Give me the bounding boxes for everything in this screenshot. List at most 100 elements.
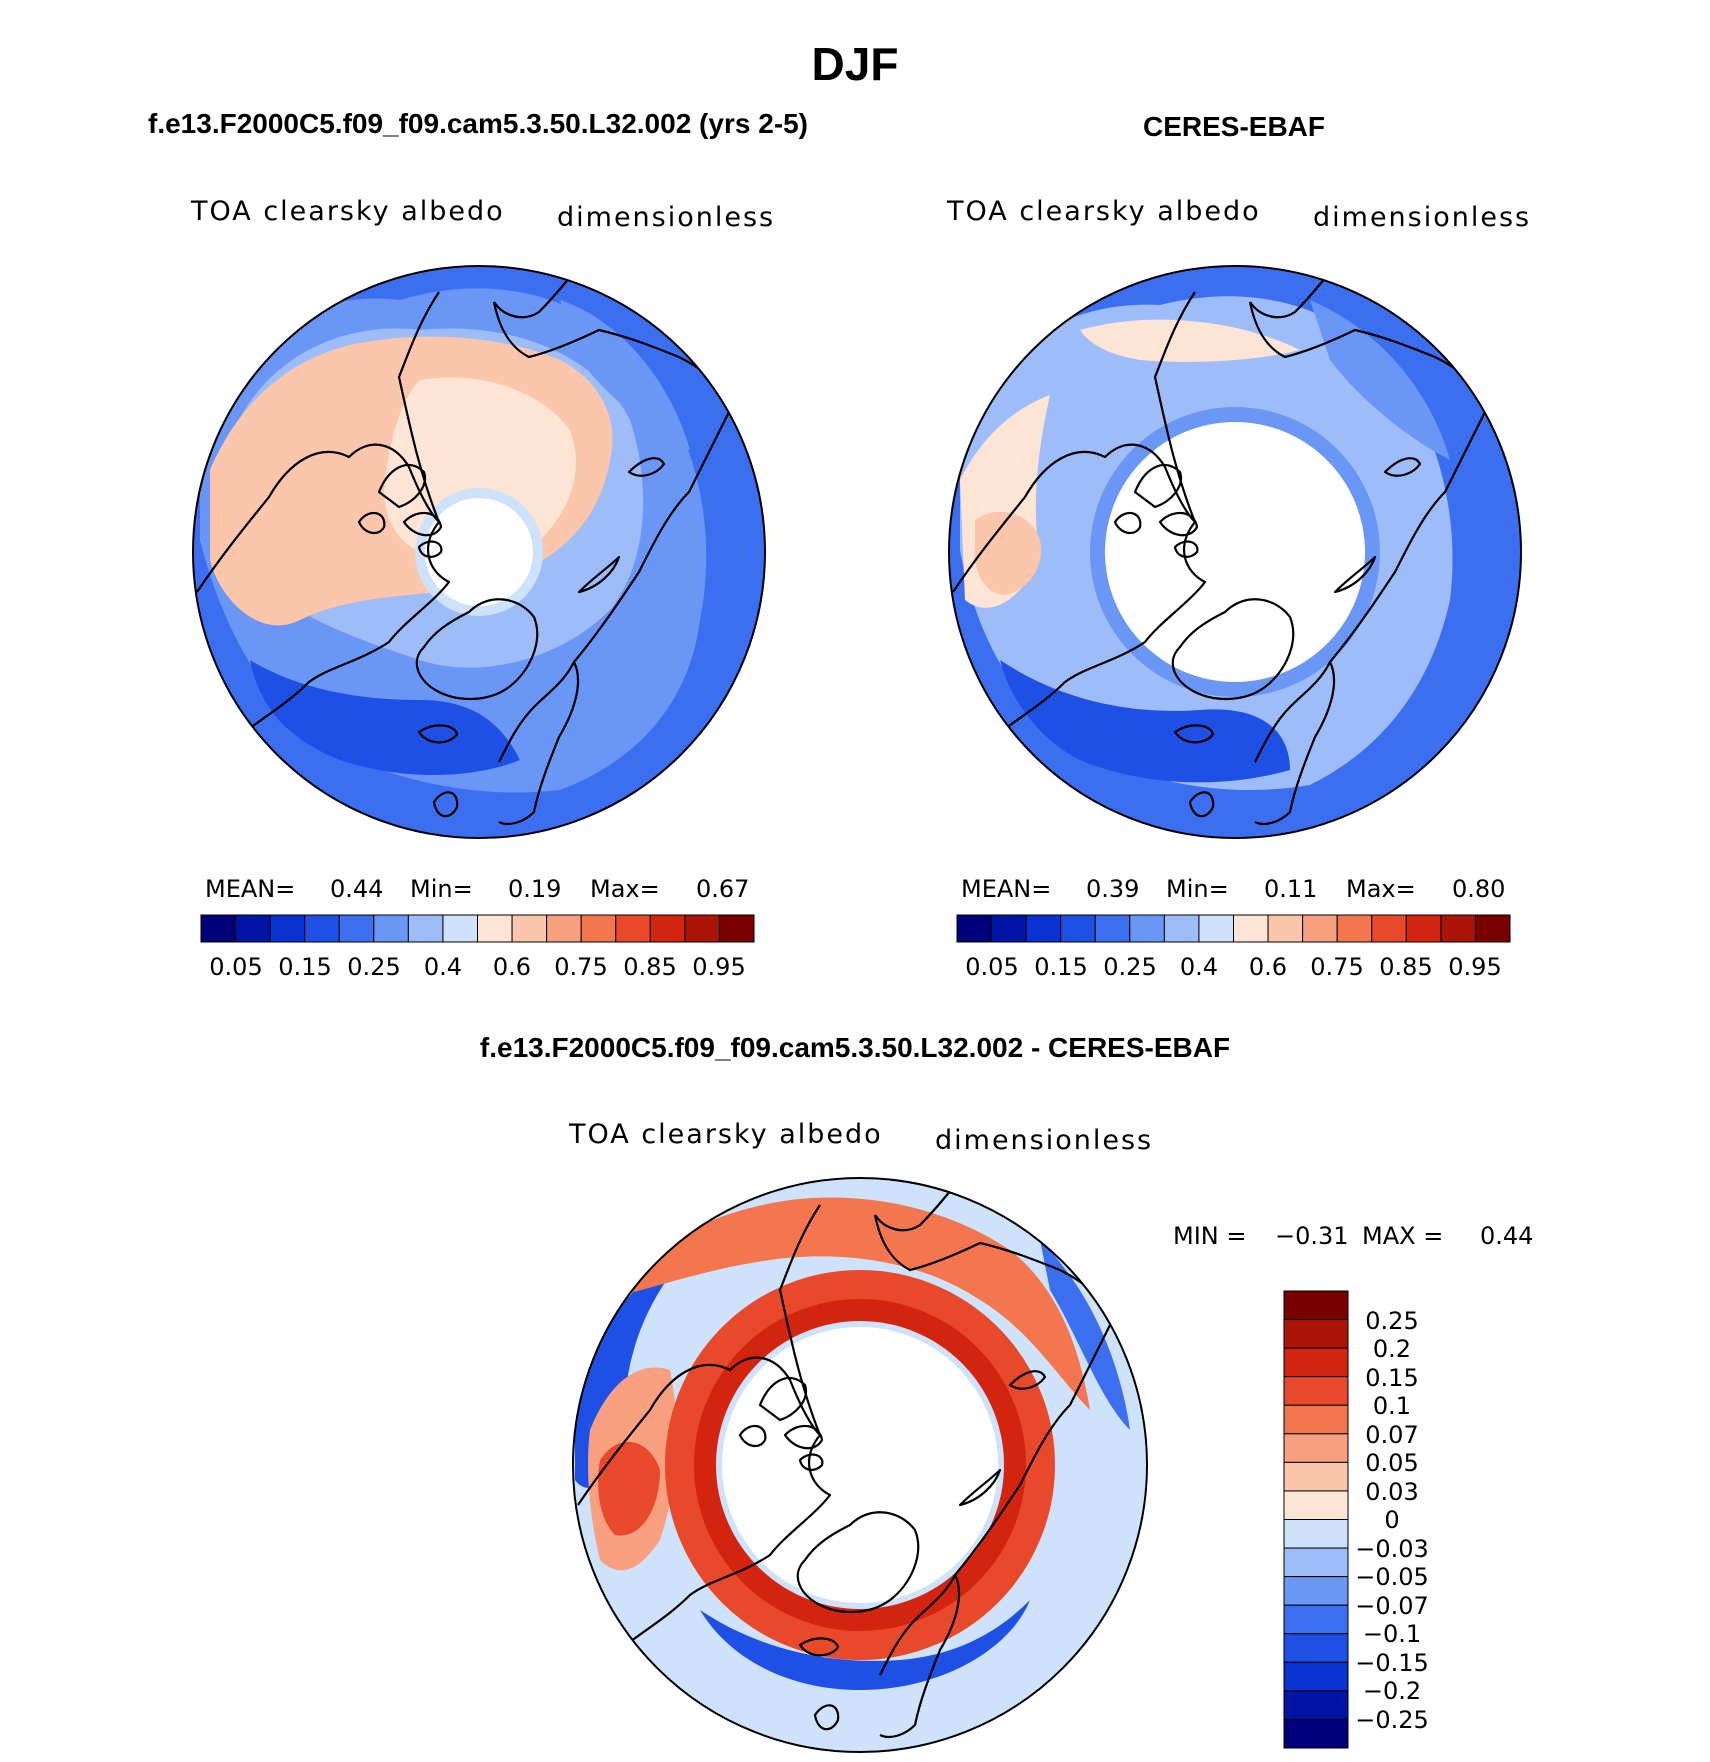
colorbar-swatch	[1283, 1490, 1349, 1520]
map-field-edge-ring-outer	[665, 1270, 1055, 1660]
colorbar-label: 0.05	[209, 953, 262, 981]
colorbar-label: −0.15	[1355, 1649, 1429, 1677]
colorbar-swatch	[1283, 1319, 1349, 1349]
colorbar-swatch	[304, 914, 340, 943]
panel-obs: CERES-EBAF TOA clearsky albedo dimension…	[946, 111, 1529, 981]
panel-model-units: dimensionless	[557, 202, 775, 233]
colorbar-swatch	[1283, 1661, 1349, 1692]
stat-min-label: MIN =	[1173, 1222, 1246, 1250]
map-border	[948, 265, 1522, 839]
map-field-pos-greenland	[598, 1441, 660, 1536]
colorbar-swatch	[1283, 1547, 1349, 1578]
stat-min-label: Min=	[410, 875, 473, 903]
panel-diff-map	[573, 1178, 1147, 1752]
colorbar-label: −0.1	[1363, 1620, 1421, 1648]
colorbar-swatch	[580, 914, 617, 943]
stat-min-value: 0.19	[508, 875, 561, 903]
colorbar-swatch	[1060, 914, 1096, 943]
colorbar-swatch	[1283, 1376, 1349, 1406]
colorbar-label: −0.25	[1355, 1706, 1429, 1734]
panel-diff: f.e13.F2000C5.f09_f09.cam5.3.50.L32.002 …	[480, 1032, 1533, 1753]
colorbar-label: 0.75	[554, 953, 607, 981]
colorbar-swatch	[1336, 914, 1373, 943]
colorbar-label: −0.2	[1363, 1677, 1421, 1705]
stat-max-value: 0.80	[1452, 875, 1505, 903]
colorbar-swatch	[1283, 1690, 1349, 1720]
colorbar-swatch	[1283, 1290, 1349, 1321]
colorbar-obs-labels: 0.05 0.15 0.25 0.4 0.6 0.75 0.85 0.95	[965, 953, 1501, 981]
colorbar-swatch	[1371, 914, 1407, 943]
colorbar-model-labels: 0.05 0.15 0.25 0.4 0.6 0.75 0.85 0.95	[209, 953, 745, 981]
colorbar-swatch	[1267, 914, 1304, 943]
panel-diff-header: f.e13.F2000C5.f09_f09.cam5.3.50.L32.002 …	[480, 1032, 1230, 1063]
colorbar-label: 0.03	[1365, 1478, 1418, 1506]
colorbar-swatch	[1283, 1347, 1349, 1378]
colorbar-swatch	[477, 914, 513, 943]
colorbar-swatch	[373, 914, 409, 943]
colorbar-swatch	[1283, 1576, 1349, 1606]
stat-mean-value: 0.39	[1086, 875, 1139, 903]
panel-model: f.e13.F2000C5.f09_f09.cam5.3.50.L32.002 …	[148, 108, 808, 981]
colorbar-swatch	[1283, 1633, 1349, 1663]
stat-min-value: 0.11	[1264, 875, 1317, 903]
colorbar-swatch	[1302, 914, 1338, 943]
colorbar-swatch	[269, 914, 306, 943]
map-field-neg-east	[1040, 1240, 1130, 1430]
colorbar-swatch	[991, 914, 1027, 943]
panel-model-variable: TOA clearsky albedo	[190, 196, 505, 227]
colorbar-swatch	[442, 914, 478, 943]
map-field-edge-ring-inner	[694, 1299, 1026, 1631]
colorbar-swatch	[511, 914, 548, 943]
figure-title: DJF	[812, 38, 899, 90]
colorbar-swatch	[718, 914, 755, 943]
map-field-pacific	[560, 300, 690, 450]
stat-mean-value: 0.44	[330, 875, 383, 903]
colorbar-diff	[1283, 1290, 1349, 1749]
colorbar-label: 0.4	[1180, 953, 1218, 981]
stat-max-value: 0.67	[696, 875, 749, 903]
map-polar-hole	[425, 498, 533, 606]
colorbar-label: 0.15	[278, 953, 331, 981]
map-border	[192, 265, 766, 839]
panel-model-header: f.e13.F2000C5.f09_f09.cam5.3.50.L32.002 …	[148, 108, 808, 139]
colorbar-label: 0.07	[1365, 1421, 1418, 1449]
map-field-pacific	[1310, 300, 1450, 460]
colorbar-swatch	[1025, 914, 1062, 943]
colorbar-label: 0.2	[1373, 1335, 1411, 1363]
map-field-atlantic	[1000, 660, 1290, 783]
colorbar-swatch	[1163, 914, 1200, 943]
colorbar-label: −0.07	[1355, 1592, 1429, 1620]
colorbar-label: 0.95	[1448, 953, 1501, 981]
colorbar-label: 0.05	[1365, 1449, 1418, 1477]
colorbar-swatch	[200, 914, 237, 943]
colorbar-swatch	[649, 914, 686, 943]
colorbar-swatch	[235, 914, 271, 943]
colorbar-label: 0.85	[623, 953, 676, 981]
colorbar-swatch	[1283, 1519, 1349, 1549]
colorbar-label: 0.25	[1103, 953, 1156, 981]
panel-model-stats: MEAN= 0.44 Min= 0.19 Max= 0.67	[205, 875, 749, 903]
colorbar-label: 0.25	[347, 953, 400, 981]
colorbar-swatch	[1233, 914, 1269, 943]
colorbar-swatch	[1283, 1604, 1349, 1635]
colorbar-swatch	[956, 914, 993, 943]
colorbar-swatch	[1283, 1433, 1349, 1463]
stat-max-label: Max=	[1346, 875, 1416, 903]
colorbar-label: −0.03	[1355, 1535, 1429, 1563]
panel-obs-map	[949, 266, 1521, 838]
stat-max-label: MAX =	[1362, 1222, 1443, 1250]
panel-diff-units: dimensionless	[935, 1125, 1153, 1156]
colorbar-model	[200, 914, 755, 943]
colorbar-swatch	[546, 914, 582, 943]
panel-model-map	[193, 266, 765, 838]
colorbar-swatch	[1474, 914, 1511, 943]
map-field-greenland	[974, 511, 1041, 595]
colorbar-label: 0.25	[1365, 1307, 1418, 1335]
colorbar-swatch	[1094, 914, 1131, 943]
panel-obs-header: CERES-EBAF	[1143, 111, 1325, 142]
colorbar-swatch	[684, 914, 720, 943]
colorbar-label: 0.15	[1365, 1364, 1418, 1392]
stat-max-label: Max=	[590, 875, 660, 903]
map-field-neg-atlantic	[700, 1600, 1030, 1690]
